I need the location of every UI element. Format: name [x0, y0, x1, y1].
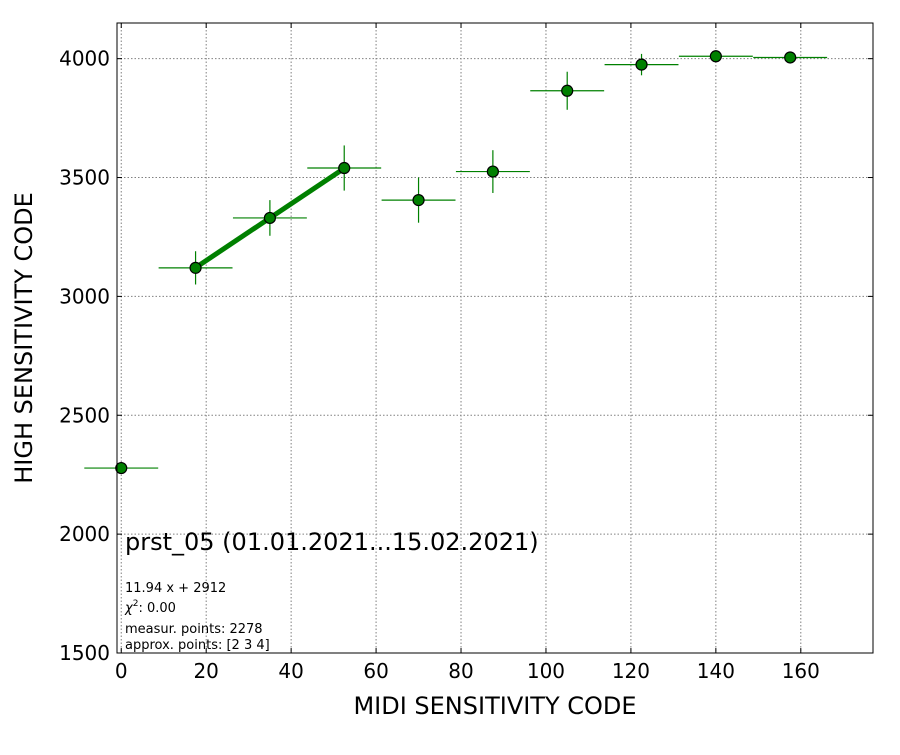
x-tick-label: 120 [612, 659, 650, 683]
x-tick-label: 80 [448, 659, 473, 683]
x-tick-label: 60 [363, 659, 388, 683]
y-tick-label: 4000 [59, 47, 110, 71]
x-tick-label: 140 [697, 659, 735, 683]
x-tick-label: 100 [527, 659, 565, 683]
chi-value: : 0.00 [138, 601, 175, 616]
y-tick-label: 2500 [59, 403, 110, 427]
measur-points-label: measur. points: 2278 [125, 622, 263, 637]
plot-frame [116, 22, 874, 654]
axis-ticks: 0 20 40 60 80 100 120 140 160 1500 2000 2500 3000 350… [59, 23, 873, 683]
data-point [561, 84, 574, 97]
x-axis-label: MIDI SENSITIVITY CODE [353, 692, 636, 720]
chart-title: prst_05 (01.01.2021...15.02.2021) [125, 528, 539, 556]
y-tick-label: 3500 [59, 166, 110, 190]
data-point [486, 165, 499, 178]
data-point [263, 211, 276, 225]
data-point [115, 461, 128, 475]
x-tick-label: 160 [782, 659, 820, 683]
y-tick-label: 1500 [59, 641, 110, 665]
approx-points-label: approx. points: [2 3 4] [125, 638, 270, 653]
data-points [115, 50, 797, 475]
x-tick-label: 40 [278, 659, 303, 683]
data-point [709, 50, 722, 63]
data-point [338, 161, 351, 175]
chi-squared-label: χ2: 0.00 [124, 599, 176, 616]
grid [117, 23, 873, 654]
y-axis-label: HIGH SENSITIVITY CODE [10, 192, 38, 484]
chi-exponent: 2 [133, 599, 139, 609]
y-tick-label: 2000 [59, 522, 110, 546]
x-tick-label: 20 [193, 659, 218, 683]
fit-equation: 11.94 x + 2912 [125, 581, 226, 596]
data-point [635, 58, 648, 71]
data-point [784, 51, 797, 64]
chi-symbol: χ [124, 601, 134, 616]
y-tick-label: 3000 [59, 284, 110, 308]
data-point [412, 194, 425, 207]
x-tick-label: 0 [115, 659, 128, 683]
data-point [189, 261, 202, 274]
